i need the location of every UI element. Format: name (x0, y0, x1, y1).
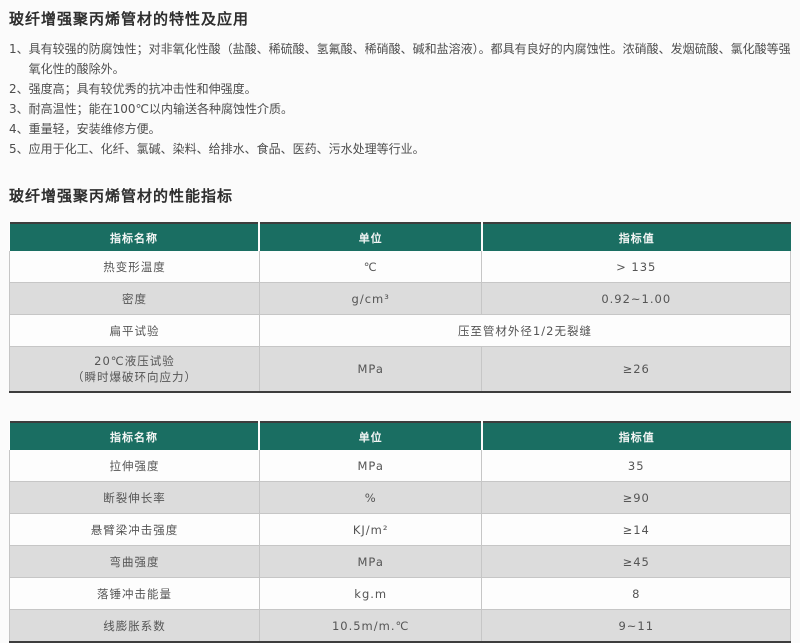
cell-value: ≥26 (481, 346, 791, 393)
cell-name: 线膨胀系数 (9, 609, 260, 643)
header-cell-value: 指标值 (480, 223, 791, 251)
feature-number: 4、 (9, 122, 29, 136)
feature-list: 1、 具有较强的防腐蚀性；对非氧化性酸（盐酸、稀硫酸、氢氟酸、稀硝酸、碱和盐溶液… (9, 39, 791, 159)
section-title-features: 玻纤增强聚丙烯管材的特性及应用 (9, 10, 250, 28)
cell-unit: KJ/m² (258, 513, 483, 546)
feature-item: 5、 应用于化工、化纤、氯碱、染料、给排水、食品、医药、污水处理等行业。 (9, 139, 791, 159)
table-header-row: 指标名称 单位 指标值 (9, 422, 791, 450)
cell-name: 热变形温度 (9, 251, 260, 283)
table-row: 线膨胀系数 10.5m/m.℃ 9~11 (9, 609, 791, 643)
cell-unit: kg.m (258, 577, 483, 610)
feature-text: 重量轻，安装维修方便。 (28, 122, 161, 136)
table-row: 断裂伸长率 % ≥90 (9, 481, 791, 514)
feature-number: 5、 (9, 142, 29, 156)
cell-name: 落锤冲击能量 (9, 577, 260, 610)
cell-name: 密度 (9, 282, 260, 315)
feature-text: 耐高温性；能在100℃以内输送各种腐蚀性介质。 (28, 102, 294, 116)
cell-name-line2: （瞬时爆破环向应力） (71, 370, 197, 384)
cell-value: 8 (481, 577, 791, 610)
cell-value: 0.92~1.00 (481, 282, 791, 315)
table-row: 拉伸强度 MPa 35 (9, 450, 791, 482)
table-row: 弯曲强度 MPa ≥45 (9, 545, 791, 578)
table-row: 落锤冲击能量 kg.m 8 (9, 577, 791, 610)
header-cell-unit: 单位 (258, 422, 482, 450)
header-cell-value: 指标值 (480, 422, 791, 450)
cell-unit: MPa (258, 545, 483, 578)
cell-name: 弯曲强度 (9, 545, 260, 578)
cell-value: ≥90 (481, 481, 791, 514)
table-row: 热变形温度 ℃ > 135 (9, 251, 791, 283)
cell-name-line1: 20℃液压试验 (94, 354, 175, 368)
tables-gap (9, 393, 791, 421)
feature-number: 3、 (9, 102, 29, 116)
table-row: 扁平试验 压至管材外径1/2无裂缝 (9, 314, 792, 347)
feature-number: 2、 (9, 82, 29, 96)
cell-unit: MPa (258, 450, 483, 482)
table-row: 密度 g/cm³ 0.92~1.00 (9, 282, 791, 315)
feature-item: 1、 具有较强的防腐蚀性；对非氧化性酸（盐酸、稀硫酸、氢氟酸、稀硝酸、碱和盐溶液… (9, 39, 791, 79)
cell-value: > 135 (481, 251, 791, 283)
header-cell-name: 指标名称 (9, 422, 260, 450)
cell-value: 35 (481, 450, 791, 482)
section-title-performance: 玻纤增强聚丙烯管材的性能指标 (9, 187, 234, 205)
feature-text: 强度高；具有较优秀的抗冲击性和伸强度。 (28, 82, 257, 96)
feature-text: 应用于化工、化纤、氯碱、染料、给排水、食品、医药、污水处理等行业。 (28, 142, 425, 156)
cell-merged-result: 压至管材外径1/2无裂缝 (258, 314, 792, 347)
cell-name: 拉伸强度 (9, 450, 260, 482)
cell-name: 扁平试验 (9, 314, 260, 347)
cell-name: 断裂伸长率 (9, 481, 260, 514)
performance-table-1: 指标名称 单位 指标值 热变形温度 ℃ > 135 密度 g/cm³ 0.92~… (9, 222, 792, 393)
feature-item: 4、 重量轻，安装维修方便。 (9, 119, 791, 139)
feature-text: 具有较强的防腐蚀性；对非氧化性酸（盐酸、稀硫酸、氢氟酸、稀硝酸、碱和盐溶液）。都… (28, 42, 791, 76)
feature-item: 3、 耐高温性；能在100℃以内输送各种腐蚀性介质。 (9, 99, 791, 119)
table-row: 20℃液压试验 （瞬时爆破环向应力） MPa ≥26 (9, 346, 791, 393)
header-cell-unit: 单位 (258, 223, 482, 251)
performance-table-2: 指标名称 单位 指标值 拉伸强度 MPa 35 断裂伸长率 % ≥90 悬臂梁冲… (9, 421, 791, 643)
table-row: 悬臂梁冲击强度 KJ/m² ≥14 (9, 513, 791, 546)
feature-item: 2、 强度高；具有较优秀的抗冲击性和伸强度。 (9, 79, 791, 99)
cell-value: ≥14 (481, 513, 791, 546)
cell-name: 悬臂梁冲击强度 (9, 513, 260, 546)
cell-name: 20℃液压试验 （瞬时爆破环向应力） (9, 346, 260, 393)
cell-unit: MPa (258, 346, 483, 393)
header-cell-name: 指标名称 (9, 223, 260, 251)
cell-value: 9~11 (481, 609, 791, 643)
cell-unit: g/cm³ (258, 282, 483, 315)
cell-value: ≥45 (481, 545, 791, 578)
cell-unit: % (258, 481, 483, 514)
cell-unit: ℃ (258, 251, 483, 283)
cell-unit: 10.5m/m.℃ (258, 609, 483, 643)
feature-number: 1、 (9, 42, 29, 56)
table-header-row: 指标名称 单位 指标值 (9, 223, 791, 251)
